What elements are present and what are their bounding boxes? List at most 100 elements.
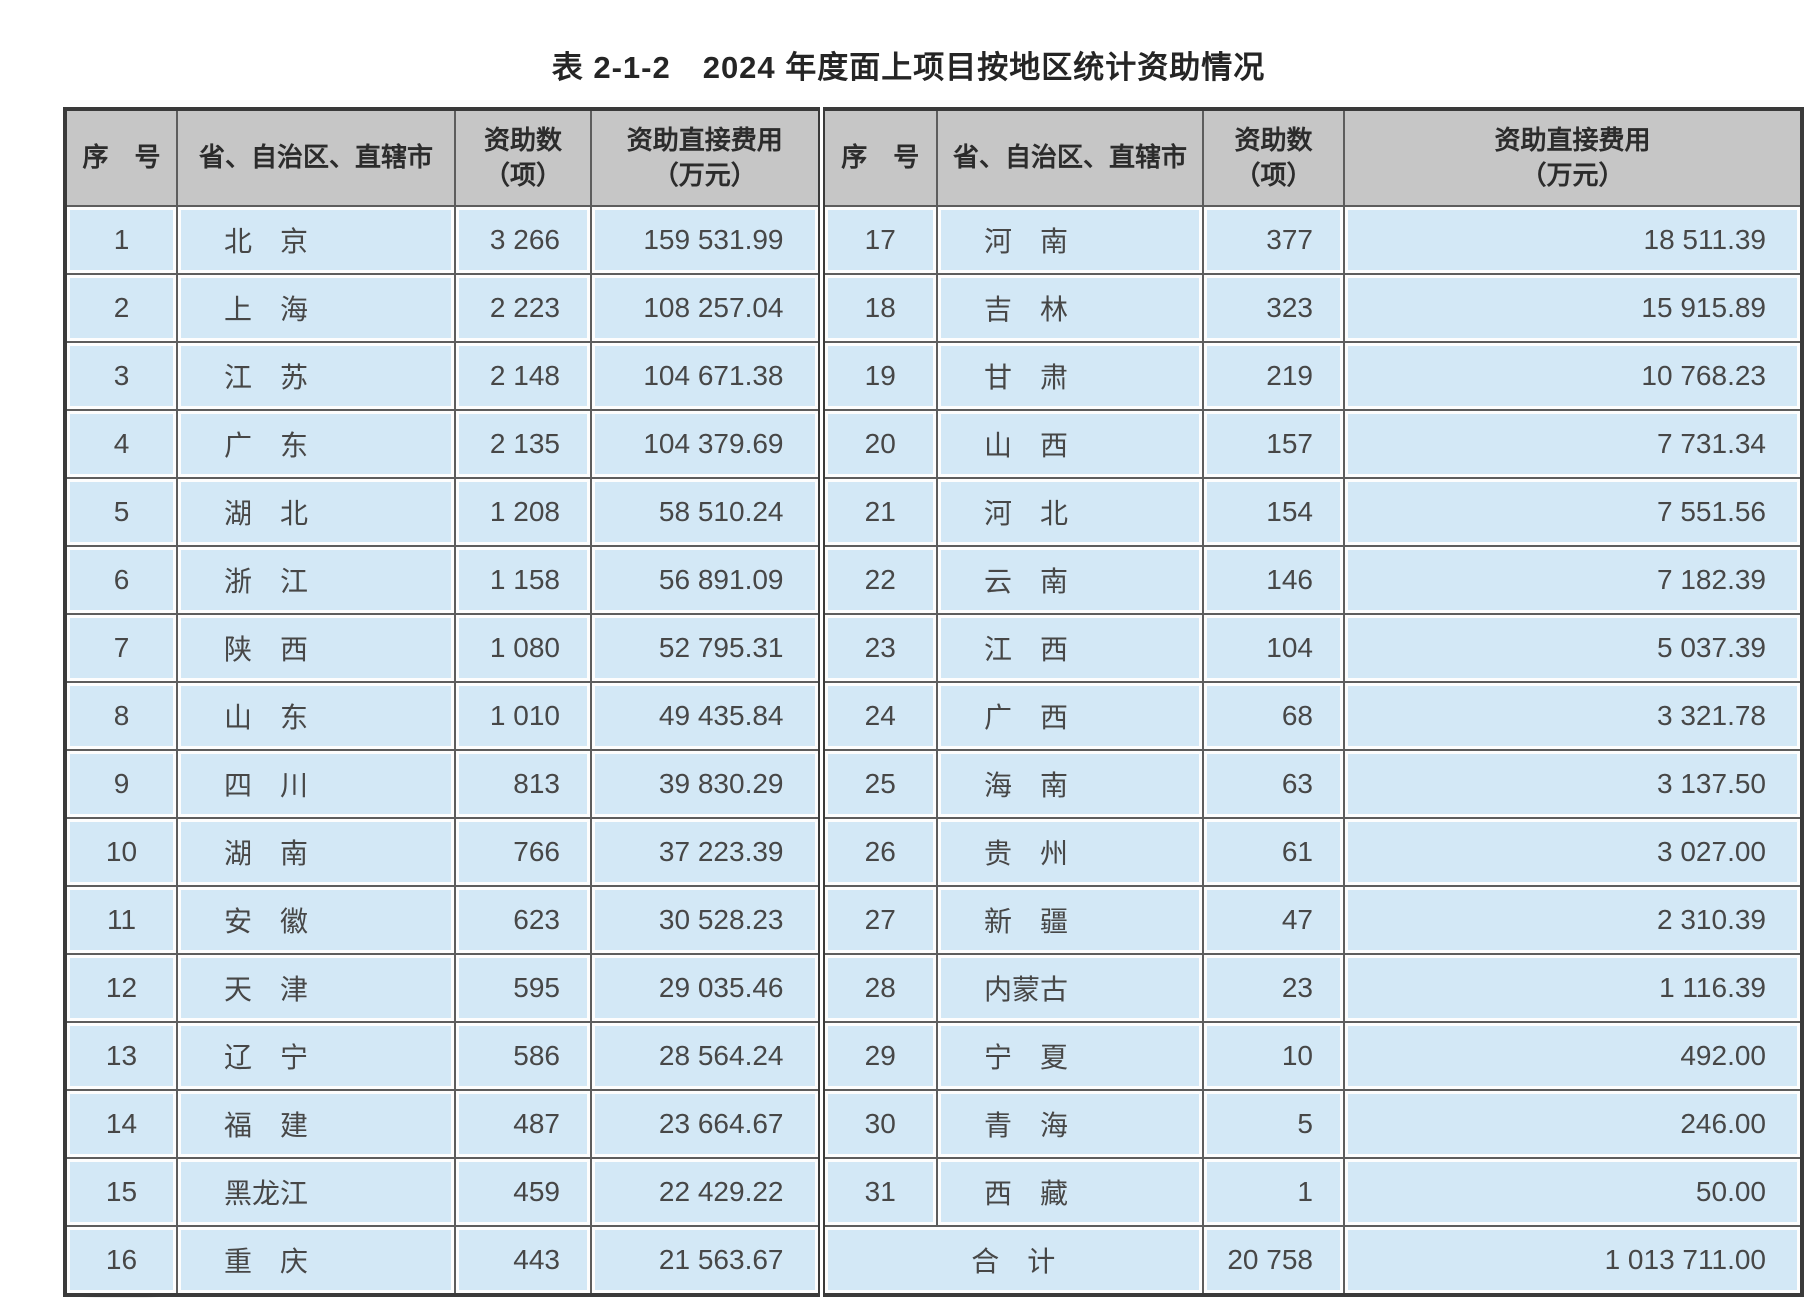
row-province: 浙 江 (176, 545, 456, 615)
header-fee-right: 资助直接费用 （万元） (1343, 108, 1803, 207)
row-fee: 58 510.24 (590, 477, 822, 547)
header-count-left: 资助数 （项） (454, 108, 592, 207)
row-count: 766 (454, 817, 592, 887)
row-province: 吉 林 (936, 273, 1204, 343)
row-seq: 13 (64, 1021, 178, 1091)
row-seq: 5 (64, 477, 178, 547)
row-seq: 14 (64, 1089, 178, 1159)
row-province: 西 藏 (936, 1157, 1204, 1227)
row-count: 623 (454, 885, 592, 955)
row-fee: 22 429.22 (590, 1157, 822, 1227)
row-fee: 2 310.39 (1343, 885, 1803, 955)
table-row: 14 福 建 487 23 664.67 30 青 海 5 246.00 (64, 1089, 1803, 1159)
row-count: 443 (454, 1225, 592, 1296)
header-row: 序 号 省、自治区、直辖市 资助数 （项） 资助直接费用 （万元） 序 号 省、… (64, 108, 1803, 207)
row-seq: 31 (817, 1157, 938, 1227)
header-fee-left: 资助直接费用 （万元） (590, 108, 822, 207)
row-count: 154 (1202, 477, 1345, 547)
row-count: 61 (1202, 817, 1345, 887)
row-fee: 246.00 (1343, 1089, 1803, 1159)
row-fee: 3 137.50 (1343, 749, 1803, 819)
row-seq: 16 (64, 1225, 178, 1296)
header-seq-left: 序 号 (64, 108, 178, 207)
row-count: 813 (454, 749, 592, 819)
row-province: 甘 肃 (936, 341, 1204, 411)
row-fee: 49 435.84 (590, 681, 822, 751)
row-seq: 17 (817, 205, 938, 275)
row-count: 323 (1202, 273, 1345, 343)
row-fee: 50.00 (1343, 1157, 1803, 1227)
row-seq: 9 (64, 749, 178, 819)
row-province: 天 津 (176, 953, 456, 1023)
row-seq: 24 (817, 681, 938, 751)
row-province: 新 疆 (936, 885, 1204, 955)
row-province: 湖 北 (176, 477, 456, 547)
table-title: 表 2-1-2 2024 年度面上项目按地区统计资助情况 (551, 50, 1266, 85)
row-seq: 19 (817, 341, 938, 411)
row-province: 青 海 (936, 1089, 1204, 1159)
row-province: 北 京 (176, 205, 456, 275)
row-seq: 2 (64, 273, 178, 343)
row-province: 湖 南 (176, 817, 456, 887)
row-province: 广 东 (176, 409, 456, 479)
row-count: 146 (1202, 545, 1345, 615)
row-province: 四 川 (176, 749, 456, 819)
row-seq: 3 (64, 341, 178, 411)
header-count-right: 资助数 （项） (1202, 108, 1345, 207)
row-province: 陕 西 (176, 613, 456, 683)
row-seq: 23 (817, 613, 938, 683)
funding-table: 序 号 省、自治区、直辖市 资助数 （项） 资助直接费用 （万元） 序 号 省、… (63, 107, 1804, 1297)
row-seq: 26 (817, 817, 938, 887)
row-province: 贵 州 (936, 817, 1204, 887)
row-fee: 492.00 (1343, 1021, 1803, 1091)
row-count: 1 208 (454, 477, 592, 547)
row-count: 2 148 (454, 341, 592, 411)
row-fee: 3 027.00 (1343, 817, 1803, 887)
row-count: 487 (454, 1089, 592, 1159)
row-province: 河 北 (936, 477, 1204, 547)
row-count: 3 266 (454, 205, 592, 275)
row-fee: 7 551.56 (1343, 477, 1803, 547)
row-fee: 30 528.23 (590, 885, 822, 955)
row-province: 河 南 (936, 205, 1204, 275)
row-seq: 27 (817, 885, 938, 955)
row-fee: 104 379.69 (590, 409, 822, 479)
row-seq: 12 (64, 953, 178, 1023)
row-seq: 10 (64, 817, 178, 887)
table-row: 15 黑龙江 459 22 429.22 31 西 藏 1 50.00 (64, 1157, 1803, 1227)
row-fee: 10 768.23 (1343, 341, 1803, 411)
row-count: 10 (1202, 1021, 1345, 1091)
header-seq-right: 序 号 (817, 108, 938, 207)
row-count: 459 (454, 1157, 592, 1227)
row-seq: 25 (817, 749, 938, 819)
row-seq: 21 (817, 477, 938, 547)
row-seq: 15 (64, 1157, 178, 1227)
row-fee: 5 037.39 (1343, 613, 1803, 683)
row-seq: 30 (817, 1089, 938, 1159)
row-count: 219 (1202, 341, 1345, 411)
row-count: 377 (1202, 205, 1345, 275)
row-count: 5 (1202, 1089, 1345, 1159)
total-count: 20 758 (1202, 1225, 1345, 1296)
row-count: 157 (1202, 409, 1345, 479)
row-province: 福 建 (176, 1089, 456, 1159)
row-province: 山 东 (176, 681, 456, 751)
row-province: 云 南 (936, 545, 1204, 615)
row-count: 595 (454, 953, 592, 1023)
row-seq: 8 (64, 681, 178, 751)
row-seq: 22 (817, 545, 938, 615)
row-count: 47 (1202, 885, 1345, 955)
document-page: 表 2-1-2 2024 年度面上项目按地区统计资助情况 序 号 省、自治区、直… (0, 42, 1815, 1298)
row-fee: 29 035.46 (590, 953, 822, 1023)
table-row: 13 辽 宁 586 28 564.24 29 宁 夏 10 492.00 (64, 1021, 1803, 1091)
row-seq: 28 (817, 953, 938, 1023)
row-count: 104 (1202, 613, 1345, 683)
row-count: 2 223 (454, 273, 592, 343)
row-province: 辽 宁 (176, 1021, 456, 1091)
row-fee: 28 564.24 (590, 1021, 822, 1091)
row-province: 江 苏 (176, 341, 456, 411)
